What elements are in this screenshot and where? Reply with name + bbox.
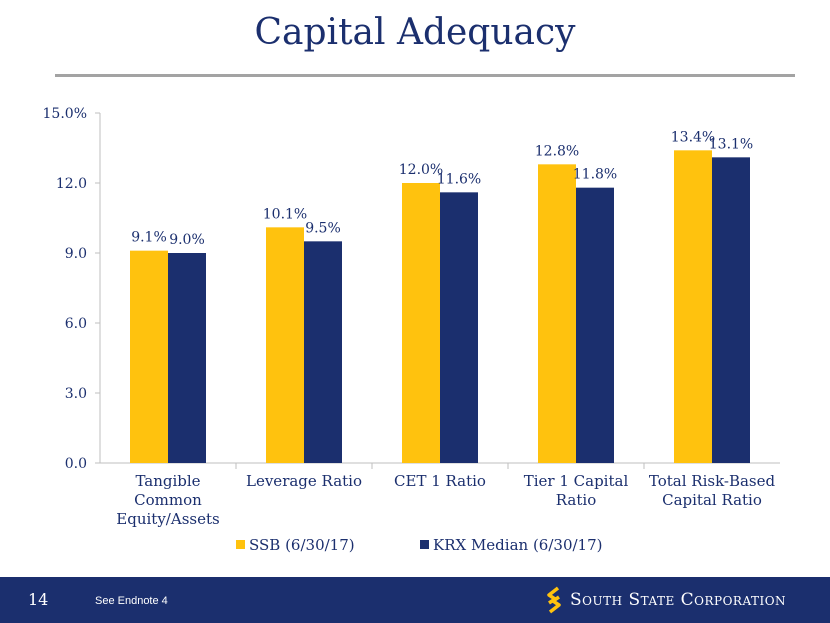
bar-krx	[440, 192, 478, 464]
data-label: 12.8%	[535, 143, 579, 159]
company-name: South State Corporation	[570, 590, 787, 610]
category-label-line: Total Risk-Based	[649, 472, 776, 490]
legend-swatch	[236, 540, 245, 549]
legend-swatch	[420, 540, 429, 549]
legend-label: SSB (6/30/17)	[249, 536, 355, 554]
data-label: 11.6%	[437, 171, 481, 187]
category-label-line: CET 1 Ratio	[394, 472, 486, 490]
title-divider	[55, 74, 795, 77]
category-label-line: Leverage Ratio	[246, 472, 362, 490]
data-label: 12.0%	[399, 162, 443, 178]
bar-krx	[304, 241, 342, 463]
bar-ssb	[130, 250, 168, 463]
data-label: 9.1%	[131, 230, 167, 246]
data-label: 9.0%	[169, 232, 205, 248]
bar-krx	[576, 187, 614, 463]
page-title: Capital Adequacy	[254, 12, 576, 53]
category-label-line: Common	[134, 491, 202, 509]
y-tick-label: 3.0	[65, 386, 87, 402]
category-label: Total Risk-Based Capital Ratio	[649, 472, 776, 509]
category-label-line: Capital Ratio	[662, 491, 762, 509]
category-label: Tangible Common Equity/Assets	[116, 472, 219, 528]
s-mark-icon	[547, 586, 561, 614]
category-label: CET 1 Ratio	[394, 472, 486, 490]
category-label-line: Tangible	[135, 472, 200, 490]
bar-krx	[712, 157, 750, 464]
data-label: 9.5%	[305, 220, 341, 236]
company-logo: South State Corporation	[544, 586, 786, 614]
page-number: 14	[28, 590, 49, 609]
category-label: Tier 1 Capital Ratio	[524, 472, 629, 509]
bar-ssb	[538, 164, 576, 464]
endnote-text: See Endnote 4	[95, 595, 168, 607]
y-tick-label: 9.0	[65, 246, 87, 262]
bar-ssb	[402, 183, 440, 463]
y-tick-label: 15.0%	[43, 106, 87, 122]
data-label: 10.1%	[263, 206, 307, 222]
bar-ssb	[674, 150, 712, 464]
data-label: 11.8%	[573, 167, 617, 183]
data-label: 13.1%	[709, 136, 753, 152]
data-label: 13.4%	[671, 129, 715, 145]
footer-bar	[0, 577, 830, 623]
bar-ssb	[266, 227, 304, 463]
category-label-line: Equity/Assets	[116, 510, 219, 528]
y-tick-label: 12.0	[56, 176, 87, 192]
y-tick-label: 6.0	[65, 316, 87, 332]
capital-adequacy-chart: 0.0 3.0 6.0 9.0 12.0 15.0% 9.1% 9.0% Tangible Com…	[43, 106, 780, 554]
category-label: Leverage Ratio	[246, 472, 362, 490]
category-label-line: Ratio	[556, 491, 596, 509]
bar-krx	[168, 253, 206, 463]
category-label-line: Tier 1 Capital	[524, 472, 629, 490]
legend-label: KRX Median (6/30/17)	[433, 536, 602, 554]
y-tick-label: 0.0	[65, 456, 87, 472]
